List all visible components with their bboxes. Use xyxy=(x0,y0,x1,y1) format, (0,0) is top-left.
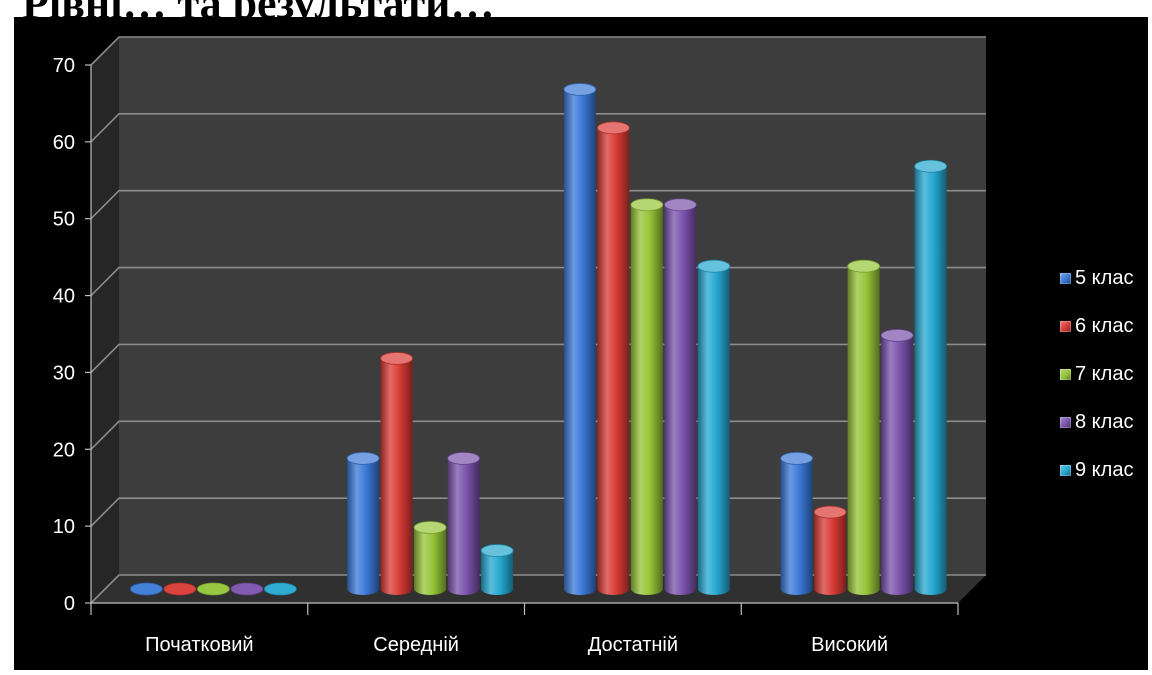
legend-swatch xyxy=(1060,416,1071,428)
gridline xyxy=(90,36,986,66)
legend-item: 7 клас xyxy=(1060,350,1133,398)
legend-item: 8 клас xyxy=(1060,398,1133,446)
bar xyxy=(163,582,197,596)
gridline xyxy=(90,574,986,604)
bar xyxy=(263,582,297,596)
bar xyxy=(480,544,514,595)
floor xyxy=(91,575,986,603)
bar-chart-svg: 0 10 20 30 40 50 60 70 Початковий Середній Достатн… xyxy=(53,36,986,656)
bar xyxy=(563,83,597,595)
y-tick-label: 30 xyxy=(53,362,75,384)
legend-swatch xyxy=(1060,368,1071,380)
legend-label: 6 клас xyxy=(1075,314,1134,337)
x-category-label: Середній xyxy=(373,634,459,656)
chart-area: 0 10 20 30 40 50 60 70 Початковий Середній Достатн… xyxy=(14,17,1148,670)
bar xyxy=(447,451,481,595)
bar xyxy=(663,198,697,595)
gridline xyxy=(90,266,986,297)
gridline xyxy=(90,113,986,143)
bar xyxy=(380,352,414,595)
gridline xyxy=(90,343,986,373)
legend-swatch xyxy=(1060,272,1071,284)
y-tick-label: 10 xyxy=(53,516,75,538)
legend-item: 9 клас xyxy=(1060,446,1133,494)
y-tick-label: 40 xyxy=(53,286,75,308)
legend-label: 5 клас xyxy=(1075,266,1134,289)
bar xyxy=(847,259,881,595)
back-wall xyxy=(119,37,986,575)
legend-label: 8 клас xyxy=(1075,410,1134,433)
bar xyxy=(413,521,447,595)
bar xyxy=(346,451,380,595)
legend-label: 7 клас xyxy=(1075,362,1134,385)
bar xyxy=(230,582,264,596)
bar xyxy=(914,159,948,596)
bar xyxy=(596,121,630,595)
side-wall xyxy=(91,37,119,603)
bar xyxy=(196,582,230,596)
bar xyxy=(630,198,664,595)
bar xyxy=(129,582,163,596)
bar xyxy=(697,259,731,595)
legend-label: 9 клас xyxy=(1075,458,1134,481)
gridline xyxy=(90,189,986,220)
legend-item: 5 клас xyxy=(1060,254,1133,302)
bar xyxy=(880,328,914,595)
legend-swatch xyxy=(1060,320,1071,332)
y-tick-label: 50 xyxy=(53,209,75,231)
x-category-label: Високий xyxy=(811,634,888,656)
gridline xyxy=(90,420,986,450)
y-tick-label: 0 xyxy=(64,593,75,615)
gridline xyxy=(90,497,986,527)
y-tick-label: 60 xyxy=(53,132,75,154)
bar xyxy=(780,451,814,595)
y-tick-label: 70 xyxy=(53,55,75,77)
x-category-label: Початковий xyxy=(145,634,253,656)
legend-item: 6 клас xyxy=(1060,302,1133,350)
chart-legend: 5 клас 6 клас 7 клас 8 клас 9 клас xyxy=(1060,254,1133,494)
legend-swatch xyxy=(1060,464,1071,476)
bar xyxy=(813,505,847,595)
y-tick-label: 20 xyxy=(53,439,75,461)
x-category-label: Достатній xyxy=(588,634,678,656)
